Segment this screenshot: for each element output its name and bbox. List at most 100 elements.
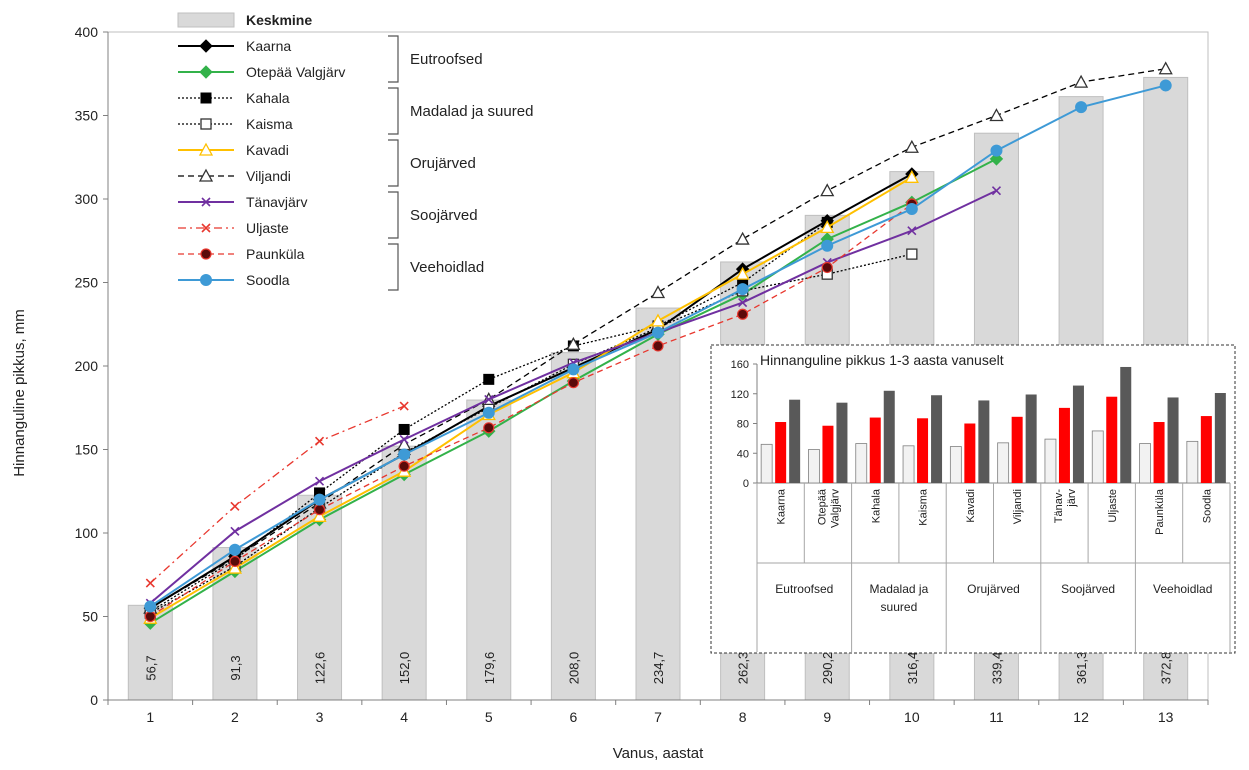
average-bar-label: 339,4 (989, 652, 1004, 685)
x-axis-label: Vanus, aastat (613, 745, 704, 762)
inset-bar (997, 442, 1010, 484)
series-point (738, 297, 748, 308)
legend-marker (198, 168, 214, 182)
legend: Keskmine Kaarna Otepää Valgjärv Kahala Kaism… (177, 12, 533, 291)
inset-title: Hinnanguline pikkus 1-3 aasta vanuselt (760, 352, 1004, 368)
y-tick-label: 400 (75, 24, 99, 40)
inset-bar (883, 390, 895, 483)
series-point (989, 152, 1004, 166)
marker-stroke (314, 436, 325, 446)
series-point (144, 610, 156, 623)
inset-category-label: Kahala (870, 488, 882, 523)
legend-marker (201, 223, 211, 233)
inset-bar (1153, 422, 1165, 483)
inset-y-tick-label: 40 (737, 448, 749, 460)
series-point (145, 578, 155, 588)
average-bar-label: 234,7 (651, 652, 666, 685)
inset-bar (1025, 394, 1037, 483)
inset-bar (978, 400, 990, 483)
average-bar-label: 91,3 (228, 655, 243, 680)
series-point (398, 423, 410, 435)
inset-y-tick-label: 120 (731, 389, 749, 401)
average-bar-label: 290,2 (820, 652, 835, 685)
inset-category-label: Kavadi (965, 489, 977, 523)
series-point (991, 186, 1002, 196)
y-tick-label: 0 (90, 692, 98, 708)
marker-stroke (201, 197, 211, 207)
series-point (313, 493, 326, 506)
series-point (821, 261, 833, 274)
inset-y-tick-label: 0 (743, 478, 749, 490)
series-point (989, 108, 1004, 122)
y-tick-label: 350 (75, 108, 99, 124)
series-line (149, 173, 913, 610)
marker-stroke (230, 526, 240, 536)
series-point (820, 183, 835, 197)
series-point (737, 308, 749, 320)
inset-bar (808, 449, 820, 484)
inset-bar (1091, 430, 1104, 484)
series-point (398, 448, 411, 461)
inset-bar (1214, 393, 1226, 483)
series-point (1073, 74, 1089, 88)
inset-frame (710, 344, 1236, 654)
x-tick-label: 9 (823, 709, 831, 725)
inset-bar (760, 443, 773, 484)
series-point (904, 169, 919, 183)
series-uljaste (145, 401, 409, 588)
average-bar-label: 262,3 (736, 652, 751, 685)
inset-bar (1186, 440, 1199, 484)
group-label: Madalad ja suured (410, 103, 533, 120)
y-tick-label: 200 (75, 358, 99, 374)
inset-bar (1058, 407, 1070, 483)
x-tick-label: 2 (231, 709, 239, 725)
inset-y-tick-label: 160 (731, 359, 749, 371)
marker-stroke (201, 223, 211, 233)
average-bar-label: 208,0 (566, 652, 581, 685)
inset-bar (775, 422, 787, 483)
marker-stroke (399, 434, 409, 445)
series-point (735, 266, 750, 280)
y-tick-label: 300 (75, 191, 99, 207)
marker-stroke (314, 476, 325, 486)
series-point (567, 363, 580, 376)
series-soodla (144, 79, 1172, 613)
inset-category-label: Uljaste (1107, 489, 1119, 523)
inset-category-label: järv (1066, 489, 1078, 508)
series-point (905, 203, 918, 216)
y-tick-label: 50 (82, 609, 98, 625)
inset-bar (949, 446, 962, 484)
series-line (149, 253, 912, 614)
series-line (149, 221, 828, 613)
series-point (482, 406, 495, 419)
legend-label: Kavadi (246, 142, 289, 158)
series-line (149, 203, 913, 618)
series-point (399, 401, 409, 411)
series-point (566, 336, 581, 350)
marker-stroke (399, 401, 409, 411)
series-point (227, 560, 243, 574)
inset-chart: Hinnanguline pikkus 1-3 aasta vanuselt 0 4… (710, 344, 1236, 654)
y-tick-label: 100 (75, 525, 99, 541)
y-axis-label: Hinnanguline pikkus, mm (11, 309, 28, 477)
legend-label: Paunküla (246, 246, 305, 262)
average-bar (466, 399, 512, 701)
series-line (149, 405, 405, 584)
inset-category-label: Tänav- (1053, 489, 1065, 524)
inset-bar (836, 402, 848, 483)
legend-marker (199, 39, 213, 53)
series-point (904, 139, 919, 153)
legend-marker (200, 118, 212, 130)
x-tick-label: 8 (739, 709, 747, 725)
inset-bar (1106, 396, 1118, 483)
average-bar (635, 307, 681, 701)
series-point (650, 285, 666, 299)
inset-group-label: Orujärved (967, 582, 1020, 596)
series-point (821, 239, 834, 252)
legend-label: Viljandi (246, 168, 291, 184)
inset-category-label: Otepää (816, 488, 828, 525)
legend-swatch-average (177, 12, 235, 28)
group-bracket (388, 87, 399, 135)
